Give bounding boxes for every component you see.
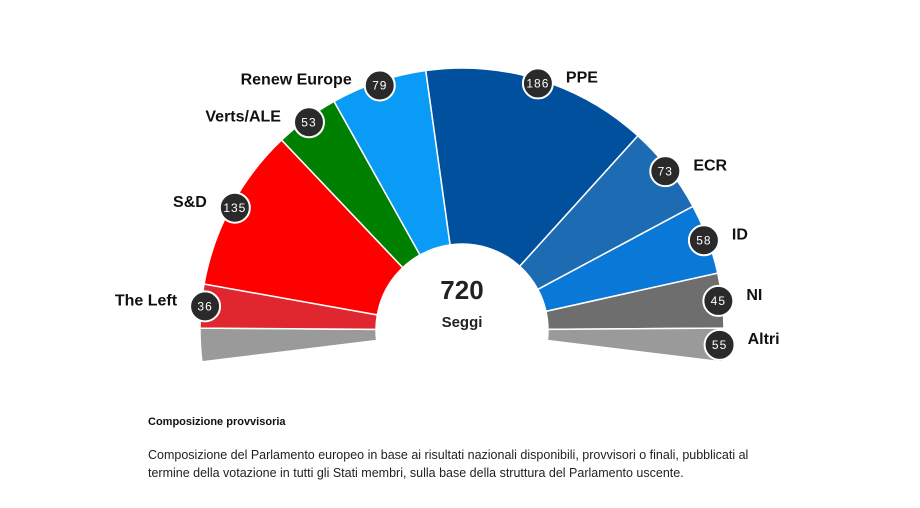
seat-badge <box>189 290 222 323</box>
seat-badge <box>703 328 736 361</box>
seat-count: 36 <box>197 300 212 314</box>
group-label: PPE <box>566 70 598 87</box>
group-label: The Left <box>115 293 178 310</box>
seat-segment <box>203 138 404 316</box>
seat-count: 79 <box>372 79 387 93</box>
group-label: ID <box>732 227 748 244</box>
seat-count: 55 <box>712 338 727 352</box>
group-label: Verts/ALE <box>205 108 281 125</box>
group-label: ECR <box>693 157 727 174</box>
seat-badge <box>363 69 396 102</box>
chart: 720 Seggi 36 The Left 135 S&D 53 Verts/ALE 79 R… <box>115 67 780 363</box>
seat-count: 58 <box>696 233 711 247</box>
seat-segment <box>546 327 725 363</box>
total-seats: 720 <box>440 275 483 305</box>
seat-count: 45 <box>711 294 726 308</box>
note-text: Composizione del Parlamento europeo in b… <box>148 448 749 480</box>
group-label: Altri <box>748 331 780 348</box>
seat-count: 186 <box>526 77 549 91</box>
seat-segment <box>199 327 378 363</box>
note-heading: Composizione provvisoria <box>148 416 286 428</box>
seat-badge <box>292 106 325 139</box>
group-label: Renew Europe <box>241 72 352 89</box>
seat-segment <box>424 67 639 268</box>
total-label: Seggi <box>442 314 483 331</box>
seat-badge <box>218 191 251 224</box>
seat-badge <box>649 155 682 188</box>
seat-count: 135 <box>223 201 246 215</box>
seat-count: 53 <box>301 115 316 129</box>
seat-badge <box>687 224 720 257</box>
seat-badge <box>521 67 554 100</box>
group-label: NI <box>746 287 762 304</box>
group-label: S&D <box>173 194 207 211</box>
seat-count: 73 <box>658 164 673 178</box>
seat-badge <box>702 284 735 317</box>
